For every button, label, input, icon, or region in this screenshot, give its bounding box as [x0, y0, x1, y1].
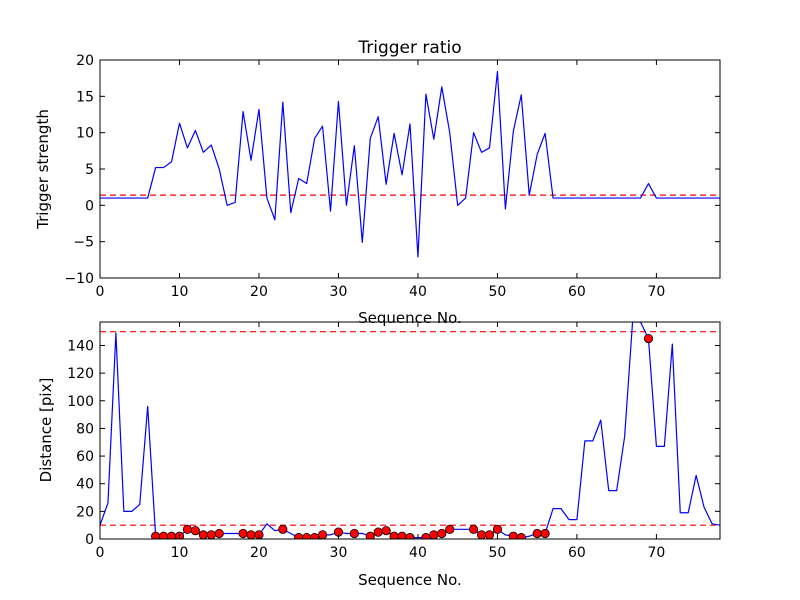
plot-area-top: [100, 71, 720, 258]
x-tick-label: 50: [489, 284, 507, 300]
x-tick-label: 30: [330, 284, 348, 300]
data-point: [643, 333, 654, 344]
data-point: [421, 533, 431, 539]
y-tick-label: 40: [76, 477, 94, 493]
x-axis-label-top: Sequence No.: [358, 309, 462, 327]
y-axis-label-top: Trigger strength: [34, 109, 52, 230]
data-point: [532, 528, 542, 539]
x-tick-label: 70: [647, 284, 665, 300]
series-top: [100, 71, 720, 258]
data-point: [516, 533, 526, 539]
data-point: [476, 530, 487, 539]
plot-area-bottom: [100, 322, 720, 539]
x-tick-label: 50: [489, 545, 507, 561]
y-ticks-top: −10 −5 0 5 10 15 20: [64, 53, 720, 287]
data-point: [214, 528, 224, 539]
data-point: [246, 530, 256, 539]
x-tick-label: 40: [409, 284, 427, 300]
x-axis-label-bottom: Sequence No.: [358, 571, 462, 589]
y-tick-label: 5: [85, 162, 94, 178]
data-point: [373, 527, 383, 537]
data-point: [437, 528, 447, 539]
data-point: [349, 528, 359, 539]
data-point: [182, 524, 193, 534]
y-tick-label: 120: [67, 366, 94, 382]
distance-chart: 0 10 20 30 40 50 60 70 0 20 40 60 80 100 120 140 Seque…: [37, 321, 721, 589]
y-axis-label-bottom: Distance [pix]: [37, 378, 55, 483]
x-tick-label: 60: [568, 284, 586, 300]
x-tick-label: 20: [250, 545, 268, 561]
data-point: [468, 524, 479, 534]
data-point: [492, 524, 503, 534]
y-ticks-bottom: 0 20 40 60 80 100 120 140: [67, 338, 720, 548]
data-point: [190, 526, 200, 536]
y-tick-label: 140: [67, 338, 94, 354]
x-tick-label: 40: [409, 545, 427, 561]
x-tick-label: 30: [330, 545, 348, 561]
x-ticks-bottom: 0 10 20 30 40 50 60 70: [96, 322, 665, 561]
y-tick-label: 0: [85, 532, 94, 548]
data-point: [484, 530, 495, 539]
y-tick-label: 100: [67, 394, 94, 410]
y-tick-label: 80: [76, 421, 94, 437]
reference-lines-bottom: [100, 331, 720, 526]
data-point: [198, 530, 208, 539]
x-tick-label: 10: [171, 284, 189, 300]
y-tick-label: −5: [73, 235, 94, 251]
x-tick-label: 20: [250, 284, 268, 300]
x-tick-label: 0: [96, 284, 105, 300]
data-point: [381, 526, 391, 536]
x-tick-label: 0: [96, 545, 105, 561]
y-tick-label: 10: [76, 126, 94, 142]
y-tick-label: 20: [76, 53, 94, 69]
data-point: [317, 530, 328, 539]
y-tick-label: 60: [76, 449, 94, 465]
data-point: [278, 524, 288, 534]
data-point: [206, 530, 216, 539]
data-point: [365, 531, 375, 539]
series-line: [100, 71, 720, 258]
y-tick-label: −10: [64, 271, 94, 287]
x-tick-label: 70: [647, 545, 665, 561]
chart-title: Trigger ratio: [357, 38, 461, 58]
data-point: [445, 524, 455, 534]
data-point: [540, 528, 550, 539]
y-tick-label: 15: [76, 89, 94, 105]
x-tick-label: 60: [568, 545, 586, 561]
y-tick-label: 0: [85, 198, 94, 214]
data-point: [310, 533, 320, 539]
data-point: [405, 533, 415, 539]
y-tick-label: 20: [76, 504, 94, 520]
series-bottom: [100, 322, 720, 539]
x-tick-label: 10: [171, 545, 189, 561]
data-point: [238, 528, 248, 539]
axes-frame-bottom: [99, 321, 721, 540]
x-ticks-top: 0 10 20 30 40 50 60 70: [96, 60, 665, 300]
data-point: [429, 530, 439, 539]
